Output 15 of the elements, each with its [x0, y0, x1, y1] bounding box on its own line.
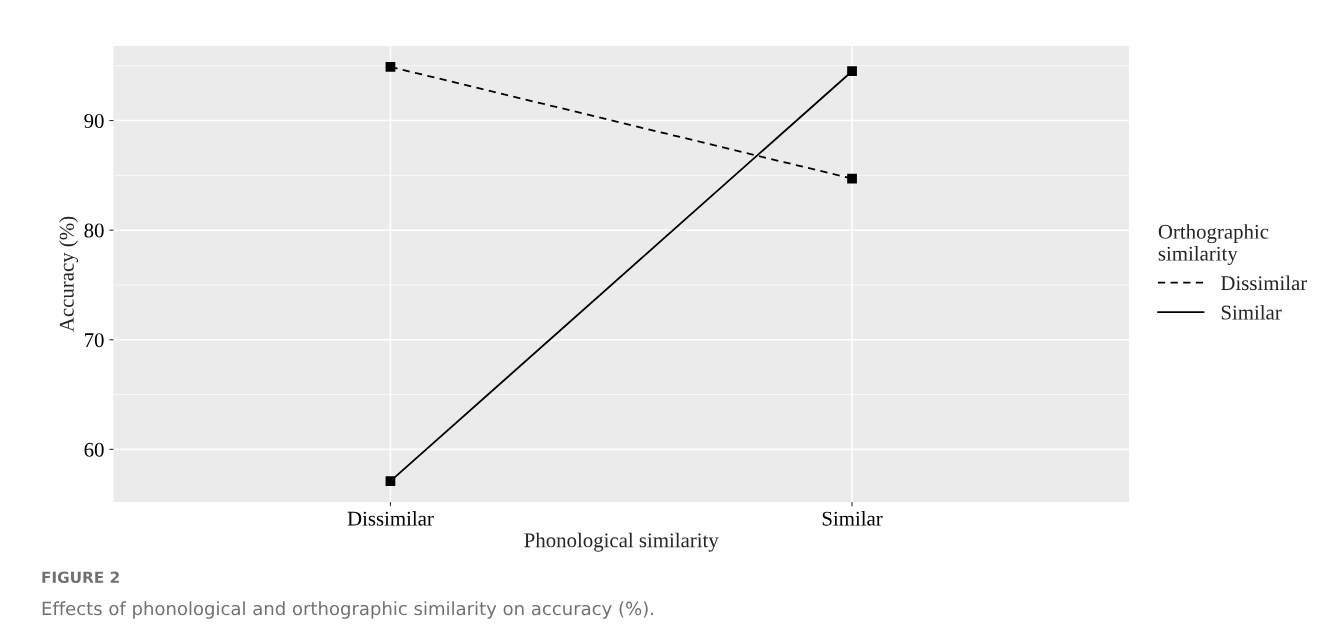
point [385, 61, 396, 72]
x-axis-title: Phonological similarity [524, 532, 719, 552]
legend-label: Dissimilar [1221, 275, 1308, 291]
legend-label: Similar [1221, 304, 1282, 320]
point [847, 66, 857, 77]
y-tick-label: 60 [84, 442, 104, 457]
y-tick-label: 80 [84, 223, 104, 238]
y-tick-label: 70 [85, 333, 104, 348]
text: Effects of phonological and orthographic similarity on accuracy (%). [42, 601, 654, 619]
point [847, 173, 857, 184]
point [385, 476, 396, 487]
caption: FIGURE 2 [42, 571, 119, 584]
y-tick-label: 90 [84, 113, 104, 128]
legend-title: Orthographic similarity [1158, 224, 1269, 265]
y-axis-title: Accuracy (%) [59, 216, 79, 332]
